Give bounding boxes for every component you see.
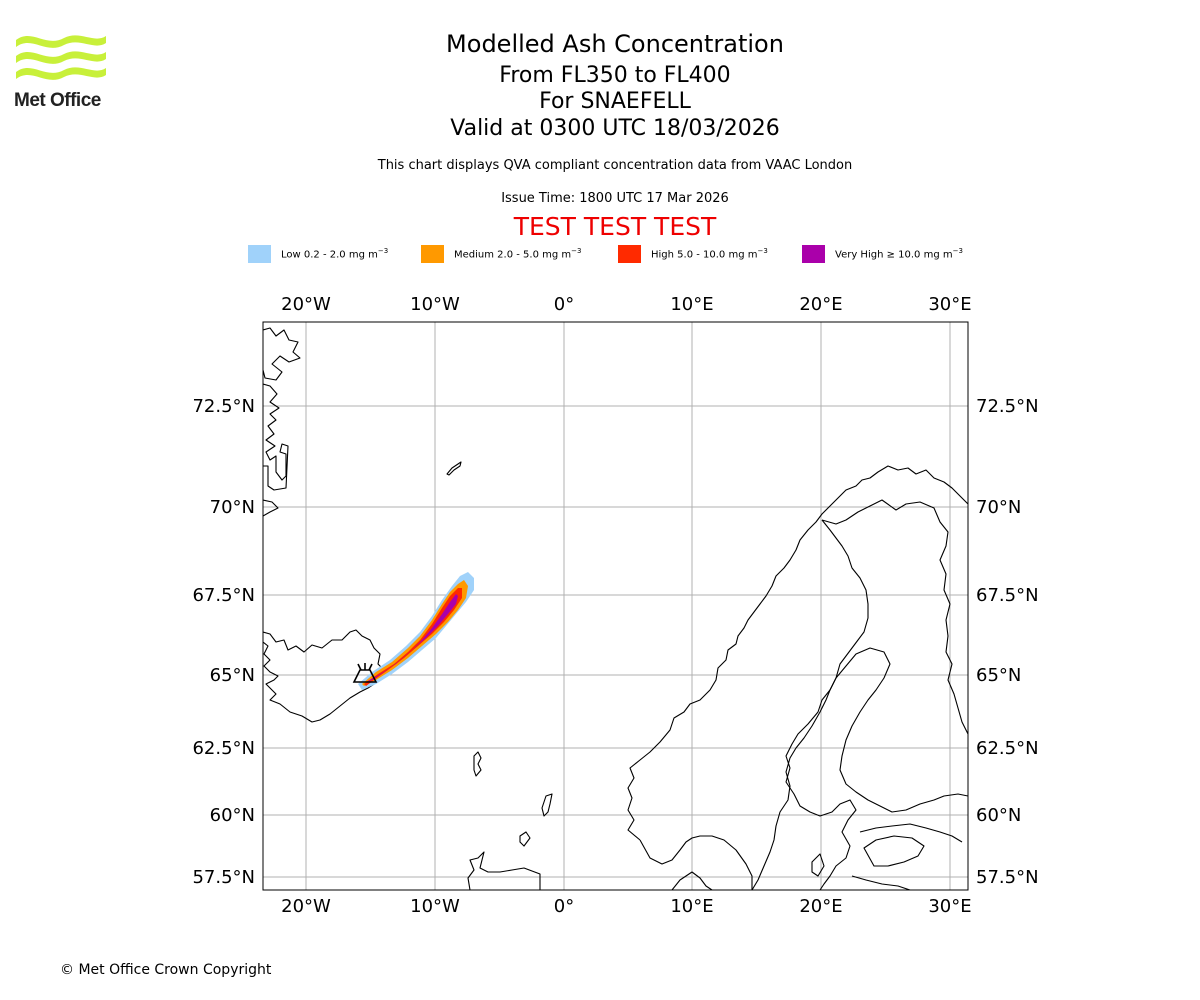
graticule (263, 322, 968, 890)
lon-label-bottom: 20°W (281, 896, 331, 917)
legend-item-medium: Medium 2.0 - 5.0 mg m−3 (421, 244, 581, 264)
chart-title: Modelled Ash Concentration (446, 30, 784, 58)
lon-label-bottom: 10°W (410, 896, 460, 917)
coast-gotland (811, 853, 825, 877)
lon-label-bottom: 10°E (670, 896, 713, 917)
lon-label-top: 0° (554, 294, 574, 315)
legend-exp-medium: −3 (571, 247, 582, 256)
coast-estonia (863, 835, 925, 867)
lat-label-right: 60°N (976, 805, 1021, 826)
coast-jan-mayen (446, 461, 462, 476)
lat-label-left: 70°N (210, 497, 255, 518)
lat-label-right: 67.5°N (976, 585, 1039, 606)
lat-label-left: 72.5°N (192, 396, 255, 417)
coast-iceland (263, 629, 385, 723)
legend-label-low: Low 0.2 - 2.0 mg m (281, 249, 378, 261)
legend-swatch-very-high (802, 245, 825, 263)
coast-norway (627, 465, 968, 890)
ash-plume (358, 572, 474, 690)
lat-label-right: 70°N (976, 497, 1021, 518)
legend-exp-low: −3 (377, 247, 389, 256)
legend-label-medium: Medium 2.0 - 5.0 mg m (454, 249, 572, 261)
coast-orkney (519, 831, 531, 847)
coastlines (263, 327, 968, 890)
logo-text: Met Office (14, 90, 101, 111)
lat-labels: 72.5°N 70°N 67.5°N 65°N 62.5°N 60°N 57.5… (192, 396, 1038, 888)
legend-swatch-low (248, 245, 271, 263)
legend-swatch-high (618, 245, 641, 263)
coast-greenland (263, 327, 301, 517)
plume-medium (362, 580, 468, 686)
legend-item-low: Low 0.2 - 2.0 mg m−3 (248, 244, 388, 264)
plume-high (364, 588, 462, 686)
map-frame (262, 321, 969, 891)
lat-label-left: 60°N (210, 805, 255, 826)
legend-exp-very-high: −3 (952, 247, 963, 256)
flight-levels: From FL350 to FL400 (499, 63, 731, 88)
coast-baltic-sweden (785, 677, 857, 890)
volcano-name: For SNAEFELL (539, 89, 691, 114)
valid-time: Valid at 0300 UTC 18/03/2026 (450, 116, 780, 141)
copyright: © Met Office Crown Copyright (60, 962, 272, 978)
legend-item-high: High 5.0 - 10.0 mg m−3 (618, 244, 768, 264)
volcano-icon (352, 663, 378, 683)
map-area (263, 322, 968, 890)
coast-gulf-finland (859, 823, 963, 843)
legend-item-very-high: Very High ≥ 10.0 mg m−3 (802, 244, 963, 264)
lon-label-top: 20°E (799, 294, 842, 315)
legend-label-high: High 5.0 - 10.0 mg m (651, 249, 758, 261)
lat-label-left: 67.5°N (192, 585, 255, 606)
coast-shetland (541, 793, 553, 817)
lat-label-left: 65°N (210, 665, 255, 686)
lat-label-right: 57.5°N (976, 867, 1039, 888)
met-office-wave-icon (16, 35, 106, 80)
issue-time: Issue Time: 1800 UTC 17 Mar 2026 (501, 191, 729, 206)
chart-description: This chart displays QVA compliant concen… (377, 158, 853, 173)
lon-label-bottom: 30°E (928, 896, 971, 917)
lat-label-right: 65°N (976, 665, 1021, 686)
coast-baltic-finland (835, 647, 968, 813)
legend-label-very-high: Very High ≥ 10.0 mg m (835, 249, 953, 261)
lat-label-left: 57.5°N (192, 867, 255, 888)
lon-label-top: 10°E (670, 294, 713, 315)
lon-labels: 20°W 10°W 0° 10°E 20°E 30°E 20°W 10°W 0°… (281, 294, 971, 917)
lon-label-bottom: 20°E (799, 896, 842, 917)
coast-faroes (473, 751, 482, 777)
lon-label-top: 10°W (410, 294, 460, 315)
lat-label-right: 72.5°N (976, 396, 1039, 417)
lat-label-right: 62.5°N (976, 738, 1039, 759)
lon-label-bottom: 0° (554, 896, 574, 917)
coast-norway-inner (639, 835, 753, 890)
lat-label-left: 62.5°N (192, 738, 255, 759)
legend-exp-high: −3 (757, 247, 768, 256)
legend-swatch-medium (421, 245, 444, 263)
border-sweden-finland (821, 499, 968, 735)
met-office-logo: Met Office (14, 30, 110, 112)
lon-label-top: 20°W (281, 294, 331, 315)
lon-label-top: 30°E (928, 294, 971, 315)
test-banner: TEST TEST TEST (513, 212, 717, 241)
coast-scotland (467, 851, 541, 890)
border-norway-sweden (751, 519, 869, 890)
coast-latvia (851, 875, 911, 890)
